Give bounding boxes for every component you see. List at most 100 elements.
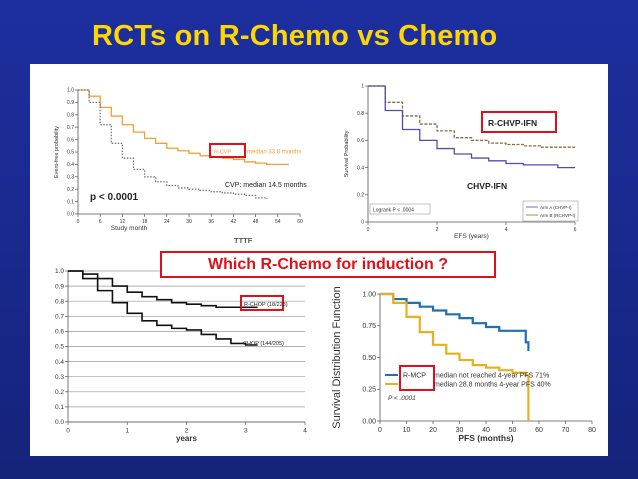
highlight-box	[240, 295, 284, 311]
slide-title: RCTs on R-Chemo vs Chemo	[92, 20, 498, 52]
y-tick-label: 0.9	[55, 283, 64, 290]
y-tick-label: 0.7	[55, 313, 64, 320]
callout-box: Which R-Chemo for induction ?	[160, 251, 496, 278]
y-tick-label: 0.3	[67, 174, 74, 180]
x-tick-label: 0	[66, 428, 70, 435]
x-tick-label: 70	[562, 427, 570, 434]
legend-text: Arm A (CHVP-I)	[540, 205, 572, 210]
x-tick-label: 0	[378, 427, 382, 434]
x-tick-label: 2	[185, 428, 189, 435]
median-annotation: CVP: median 14.5 months	[225, 182, 307, 189]
y-tick-label: 0.5	[67, 150, 74, 156]
y-tick-label: 0.50	[362, 355, 376, 362]
series-label: R-CHOP (18/223)	[244, 302, 288, 308]
pvalue-label: P < .0001	[388, 395, 416, 402]
x-tick-label: 12	[120, 219, 126, 225]
x-tick-label: 0	[367, 227, 370, 233]
x-tick-label: 10	[403, 427, 411, 434]
x-tick-label: 42	[231, 219, 237, 225]
series-line	[78, 89, 289, 166]
x-tick-label: 4	[505, 227, 508, 233]
x-tick-label: 30	[186, 219, 192, 225]
series-label: R-CVP	[214, 150, 231, 156]
y-tick-label: 0.2	[55, 389, 64, 396]
x-tick-label: 18	[142, 219, 148, 225]
series-label: R-MCP	[403, 373, 426, 380]
x-tick-label: 20	[429, 427, 437, 434]
y-tick-label: 0.4	[55, 359, 64, 366]
series-line	[68, 270, 258, 346]
y-tick-label: 0.75	[362, 323, 376, 330]
y-tick-label: 0.8	[67, 112, 74, 118]
y-tick-label: 0.6	[357, 138, 364, 144]
x-tick-label: 40	[482, 427, 490, 434]
x-tick-label: 1	[125, 428, 129, 435]
x-axis-title: Study month	[111, 225, 148, 232]
tttf-label: TTTF	[234, 236, 253, 245]
x-tick-label: 4	[303, 428, 307, 435]
y-tick-label: 0.1	[67, 199, 74, 205]
y-tick-label: 0	[361, 220, 364, 226]
series-label: R-CHVP-IFN	[488, 118, 537, 128]
highlight-box	[209, 143, 246, 158]
y-axis-title: Survival Distribution Function	[331, 286, 343, 428]
callout-text: Which R-Chemo for induction ?	[208, 255, 448, 273]
y-tick-label: 0.3	[55, 374, 64, 381]
y-axis-title: Event-free probability	[54, 126, 60, 178]
y-tick-label: 0.8	[55, 298, 64, 305]
median-annotation: median 28.8 months 4-year PFS 40%	[434, 382, 551, 389]
y-tick-label: 0.0	[55, 419, 64, 426]
y-tick-label: 0.4	[357, 165, 364, 171]
y-tick-label: 0.6	[67, 137, 74, 143]
series-line	[368, 85, 575, 169]
y-tick-label: 0.6	[55, 329, 64, 336]
series-line	[380, 292, 530, 421]
y-tick-label: 0.9	[67, 100, 74, 106]
y-tick-label: 0.2	[67, 187, 74, 193]
x-tick-label: 54	[275, 219, 281, 225]
series-label: CHOP (144/205)	[243, 341, 284, 347]
y-tick-label: 0.7	[67, 125, 74, 131]
highlight-box	[481, 111, 557, 133]
x-axis-title: PFS (months)	[458, 433, 513, 443]
x-tick-label: 30	[456, 427, 464, 434]
y-tick-label: 1	[361, 84, 364, 90]
y-tick-label: 1.0	[67, 88, 74, 94]
charts-panel: 0 6 12 18 24 30 36 42 48 54 60 0.0 0.1 0.2 0.3 0.4 0.5 0.…	[30, 64, 608, 456]
y-tick-label: 0.0	[67, 212, 74, 218]
y-tick-label: 0.00	[362, 418, 376, 425]
x-tick-label: 50	[509, 427, 517, 434]
series-label: CHVP-IFN	[467, 181, 507, 191]
x-tick-label: 3	[244, 428, 248, 435]
x-tick-label: 2	[436, 227, 439, 233]
y-tick-label: 0.25	[362, 387, 376, 394]
x-tick-label: 48	[253, 219, 259, 225]
highlight-box	[399, 365, 435, 391]
median-annotation: median 33.8 months	[247, 150, 301, 156]
legend-text: Arm B (RCHVP-I)	[540, 213, 576, 218]
x-tick-label: 24	[164, 219, 170, 225]
legend-box	[522, 200, 579, 222]
pvalue-label: p < 0.0001	[90, 192, 139, 203]
x-axis-title: EFS (years)	[454, 233, 489, 240]
charts-canvas: 0 6 12 18 24 30 36 42 48 54 600.00.10.20.30.40.50.…	[54, 84, 596, 443]
x-tick-label: 6	[99, 219, 102, 225]
y-tick-label: 1.00	[362, 291, 376, 298]
x-axis-title: years	[176, 434, 197, 443]
x-tick-label: 0	[77, 219, 80, 225]
x-tick-label: 80	[588, 427, 596, 434]
series-line	[368, 85, 575, 148]
y-tick-label: 0.8	[357, 111, 364, 117]
x-tick-label: 60	[535, 427, 543, 434]
y-tick-label: 0.5	[55, 344, 64, 351]
median-annotation: median not reached 4-year PFS 71%	[434, 373, 549, 380]
y-tick-label: 1.0	[55, 268, 64, 275]
pvalue-box	[369, 203, 431, 215]
x-tick-label: 60	[297, 219, 303, 225]
y-axis-title: Survival Probability	[344, 130, 350, 177]
series-line	[78, 89, 268, 200]
y-tick-label: 0.2	[357, 192, 364, 198]
x-tick-label: 36	[208, 219, 214, 225]
y-tick-label: 0.4	[67, 162, 74, 168]
y-tick-label: 0.1	[55, 404, 64, 411]
